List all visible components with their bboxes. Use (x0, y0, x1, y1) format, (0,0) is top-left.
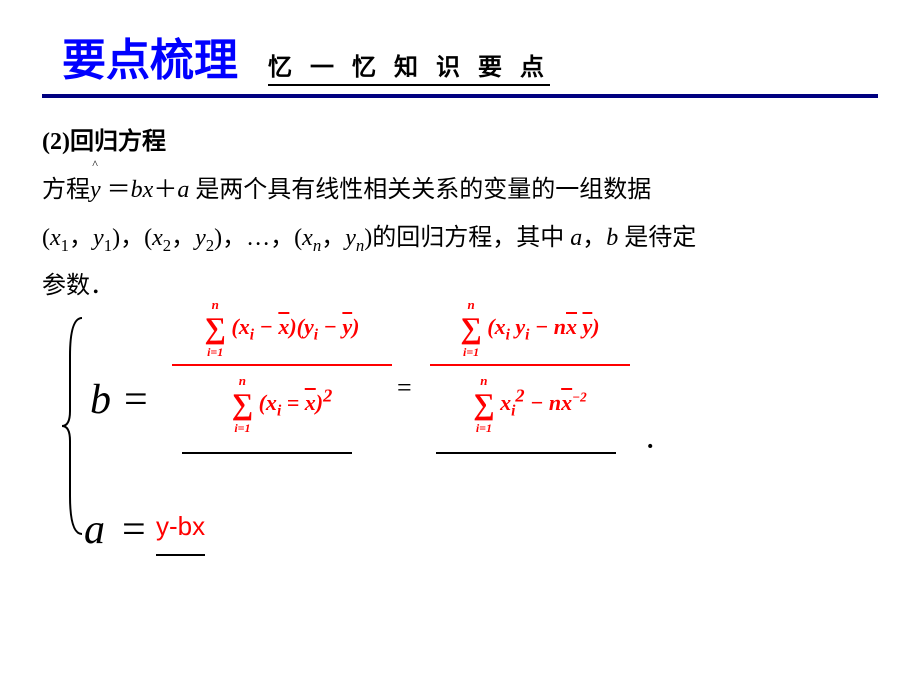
var-a2: a (570, 225, 582, 251)
text-fragment: 是两个具有线性相关关系的变量的一组数据 (189, 177, 651, 203)
formula-a-value: y-bx (156, 500, 205, 556)
text-fragment: 方程 (42, 177, 90, 203)
fraction-line (172, 364, 392, 366)
text-fragment: ＋ (153, 177, 177, 203)
var-y2: y (195, 225, 206, 251)
var-xn: x (302, 225, 313, 251)
main-title: 要点梳理 (62, 24, 238, 88)
var-yn: y (345, 225, 356, 251)
underline-blank-1 (182, 452, 352, 454)
sigma-top: n (480, 374, 487, 387)
paragraph-line-1: 方程y ＝bx＋a 是两个具有线性相关关系的变量的一组数据 (42, 166, 878, 214)
sigma-bot: i=1 (463, 346, 479, 358)
den1-expr: (xi = x)2 (259, 390, 333, 415)
formula-area: b = n∑i=1 (xi − x)(yi − y) n∑i=1 (xi = x… (42, 316, 878, 576)
sub-2b: 2 (206, 236, 214, 255)
fraction-line (430, 364, 630, 366)
fraction-2: n∑i=1 (xi yi − nx y) n∑i=1 xi2 − nx−2 (430, 296, 630, 437)
sub-2: 2 (163, 236, 171, 255)
sigma-bot: i=1 (207, 346, 223, 358)
var-bx: bx (131, 177, 154, 203)
sigma-icon: n∑i=1 (205, 314, 226, 344)
formula-b-equals: = (124, 358, 148, 442)
sub-nb: n (356, 236, 364, 255)
den2-expr: xi2 − nx−2 (500, 390, 587, 415)
formula-b-var: b (90, 358, 111, 442)
var-x2: x (152, 225, 163, 251)
underline-blank-2 (436, 452, 616, 454)
sigma-icon: n∑i=1 (473, 390, 494, 420)
var-x1: x (50, 225, 61, 251)
num2-expr: (xi yi − nx y) (487, 314, 599, 339)
fraction-1: n∑i=1 (xi − x)(yi − y) n∑i=1 (xi = x)2 (172, 296, 392, 437)
fraction-2-numerator: n∑i=1 (xi yi − nx y) (430, 296, 630, 362)
middle-equals: = (397, 362, 412, 414)
sub-1: 1 (61, 236, 69, 255)
formula-a-var: a (84, 488, 105, 572)
section-heading: (2)回归方程 (42, 118, 878, 166)
text-fragment: ＝ (101, 177, 131, 203)
sigma-top: n (239, 374, 246, 387)
sub-n: n (313, 236, 321, 255)
var-b2: b (606, 225, 618, 251)
fraction-1-denominator: n∑i=1 (xi = x)2 (172, 368, 392, 437)
sigma-top: n (467, 298, 474, 311)
var-a: a (177, 177, 189, 203)
fraction-1-numerator: n∑i=1 (xi − x)(yi − y) (172, 296, 392, 362)
paragraph-line-2: (x1，y1)，(x2，y2)，…，(xn，yn)的回归方程，其中 a，b 是待… (42, 214, 878, 262)
sigma-bot: i=1 (234, 422, 250, 434)
formula-period: ． (644, 414, 670, 466)
var-y1: y (93, 225, 104, 251)
y-hat: y (90, 166, 101, 214)
sigma-bot: i=1 (476, 422, 492, 434)
fraction-2-denominator: n∑i=1 xi2 − nx−2 (430, 368, 630, 437)
content-area: (2)回归方程 方程y ＝bx＋a 是两个具有线性相关关系的变量的一组数据 (x… (0, 98, 920, 576)
num1-expr: (xi − x)(yi − y) (231, 314, 359, 339)
text-fragment: 是待定 (618, 225, 696, 251)
sub-1b: 1 (104, 236, 112, 255)
sigma-icon: n∑i=1 (232, 390, 253, 420)
section-label: (2)回归方程 (42, 129, 166, 155)
formula-a-equals: = (122, 488, 146, 572)
sigma-top: n (212, 298, 219, 311)
sigma-icon: n∑i=1 (460, 314, 481, 344)
subtitle: 忆 一 忆 知 识 要 点 (268, 47, 550, 86)
header-row: 要点梳理 忆 一 忆 知 识 要 点 (0, 0, 920, 88)
